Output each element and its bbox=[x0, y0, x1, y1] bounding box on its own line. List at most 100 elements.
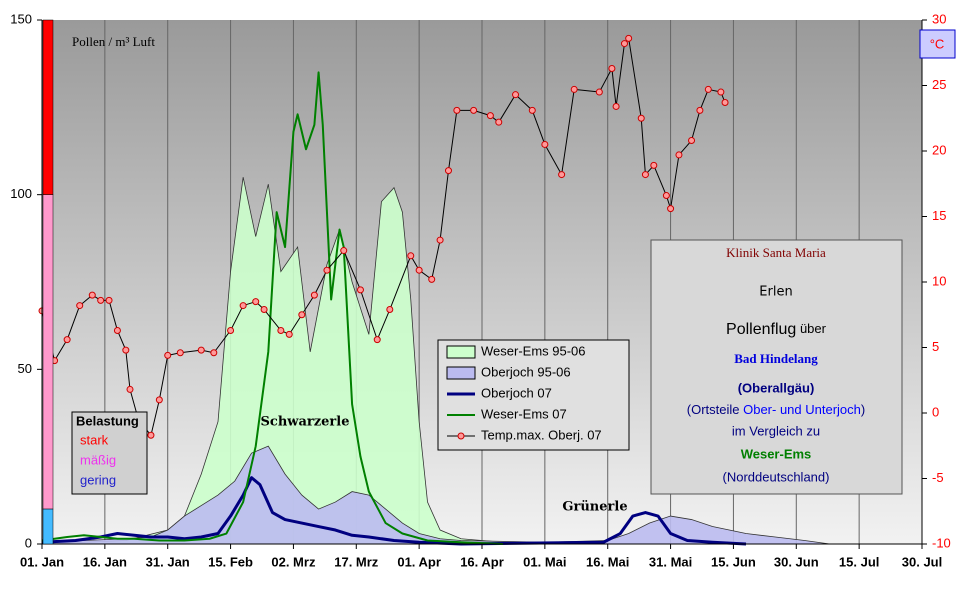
info-districts: (Ortsteile Ober- und Unterjoch) bbox=[687, 402, 865, 417]
annotation: Grünerle bbox=[562, 500, 627, 515]
y2-tick-label: 25 bbox=[932, 77, 946, 92]
legend-label: Oberjoch 07 bbox=[481, 385, 552, 400]
marker bbox=[323, 266, 331, 274]
x-tick-label: 31. Jan bbox=[146, 554, 190, 569]
marker bbox=[662, 192, 670, 200]
marker bbox=[407, 252, 415, 260]
marker bbox=[608, 64, 616, 72]
y-tick-label: 100 bbox=[10, 186, 32, 201]
marker bbox=[76, 302, 84, 310]
marker bbox=[260, 306, 268, 314]
marker bbox=[675, 151, 683, 159]
x-tick-label: 15. Jul bbox=[839, 554, 879, 569]
marker bbox=[210, 349, 218, 357]
marker bbox=[528, 106, 536, 114]
marker bbox=[126, 385, 134, 393]
info-location: Bad Hindelang bbox=[734, 351, 818, 366]
load-legend-label: gering bbox=[80, 472, 116, 487]
y2-tick-label: -10 bbox=[932, 535, 951, 550]
marker bbox=[415, 266, 423, 274]
load-band bbox=[42, 508, 54, 545]
legend-label: Weser-Ems 07 bbox=[481, 406, 567, 421]
info-compare: im Vergleich zu bbox=[732, 423, 820, 438]
legend-marker bbox=[457, 432, 465, 440]
info-subtitle-prep: über bbox=[800, 321, 827, 336]
marker bbox=[541, 140, 549, 148]
x-tick-label: 30. Jun bbox=[774, 554, 819, 569]
info-reference: Weser-Ems bbox=[741, 446, 812, 461]
marker bbox=[164, 351, 172, 359]
y-tick-label: 0 bbox=[25, 535, 32, 550]
marker bbox=[122, 346, 130, 354]
info-districts-b: Ober- und Unterjoch bbox=[743, 402, 861, 417]
load-legend-label: stark bbox=[80, 432, 109, 447]
area bbox=[41, 445, 830, 545]
marker bbox=[277, 326, 285, 334]
marker bbox=[63, 336, 71, 344]
marker bbox=[428, 275, 436, 283]
annotation: Schwarzerle bbox=[261, 415, 350, 430]
y-tick-label: 150 bbox=[10, 11, 32, 26]
marker bbox=[298, 311, 306, 319]
marker bbox=[595, 88, 603, 96]
y2-tick-label: 20 bbox=[932, 142, 946, 157]
x-tick-label: 01. Mai bbox=[523, 554, 566, 569]
y2-tick-label: 0 bbox=[932, 404, 939, 419]
marker bbox=[147, 431, 155, 439]
info-region: (Oberallgäu) bbox=[738, 380, 815, 395]
marker bbox=[105, 296, 113, 304]
marker bbox=[641, 171, 649, 179]
marker bbox=[436, 236, 444, 244]
info-species: Erlen bbox=[759, 285, 792, 300]
marker bbox=[453, 106, 461, 114]
x-tick-label: 15. Feb bbox=[208, 554, 253, 569]
info-box bbox=[650, 239, 903, 495]
info-districts-c: ) bbox=[861, 402, 865, 417]
x-tick-label: 01. Apr bbox=[397, 554, 441, 569]
info-subtitle: Pollenflug über bbox=[726, 321, 827, 338]
line bbox=[41, 71, 503, 545]
marker bbox=[486, 112, 494, 120]
marker bbox=[696, 106, 704, 114]
marker bbox=[570, 85, 578, 93]
y2-tick-label: -5 bbox=[932, 470, 944, 485]
marker bbox=[688, 137, 696, 145]
line bbox=[41, 476, 747, 546]
marker bbox=[721, 99, 729, 107]
y2-tick-label: 5 bbox=[932, 339, 939, 354]
legend-label: Oberjoch 95-06 bbox=[481, 364, 571, 379]
info-reference-region: (Norddeutschland) bbox=[723, 469, 830, 484]
x-tick-label: 01. Jan bbox=[20, 554, 64, 569]
load-band bbox=[42, 19, 54, 195]
marker bbox=[704, 85, 712, 93]
x-tick-label: 16. Apr bbox=[460, 554, 504, 569]
marker bbox=[620, 40, 628, 48]
marker bbox=[285, 330, 293, 338]
legend-swatch bbox=[446, 345, 476, 359]
load-band bbox=[42, 194, 54, 510]
marker bbox=[176, 349, 184, 357]
marker bbox=[612, 102, 620, 110]
x-tick-label: 16. Mai bbox=[586, 554, 629, 569]
marker bbox=[625, 34, 633, 42]
marker bbox=[650, 161, 658, 169]
legend-label: Temp.max. Oberj. 07 bbox=[481, 427, 602, 442]
x-tick-label: 02. Mrz bbox=[271, 554, 316, 569]
marker bbox=[197, 346, 205, 354]
marker bbox=[252, 298, 260, 306]
marker bbox=[227, 326, 235, 334]
marker bbox=[239, 302, 247, 310]
y-tick-label: 50 bbox=[18, 361, 32, 376]
marker bbox=[495, 118, 503, 126]
marker bbox=[97, 296, 105, 304]
marker bbox=[340, 247, 348, 255]
marker bbox=[113, 326, 121, 334]
info-clinic: Klinik Santa Maria bbox=[726, 245, 826, 260]
x-tick-label: 17. Mrz bbox=[334, 554, 379, 569]
marker bbox=[88, 291, 96, 299]
marker bbox=[356, 286, 364, 294]
y2-tick-label: 15 bbox=[932, 208, 946, 223]
legend-label: Weser-Ems 95-06 bbox=[481, 343, 586, 358]
marker bbox=[470, 106, 478, 114]
